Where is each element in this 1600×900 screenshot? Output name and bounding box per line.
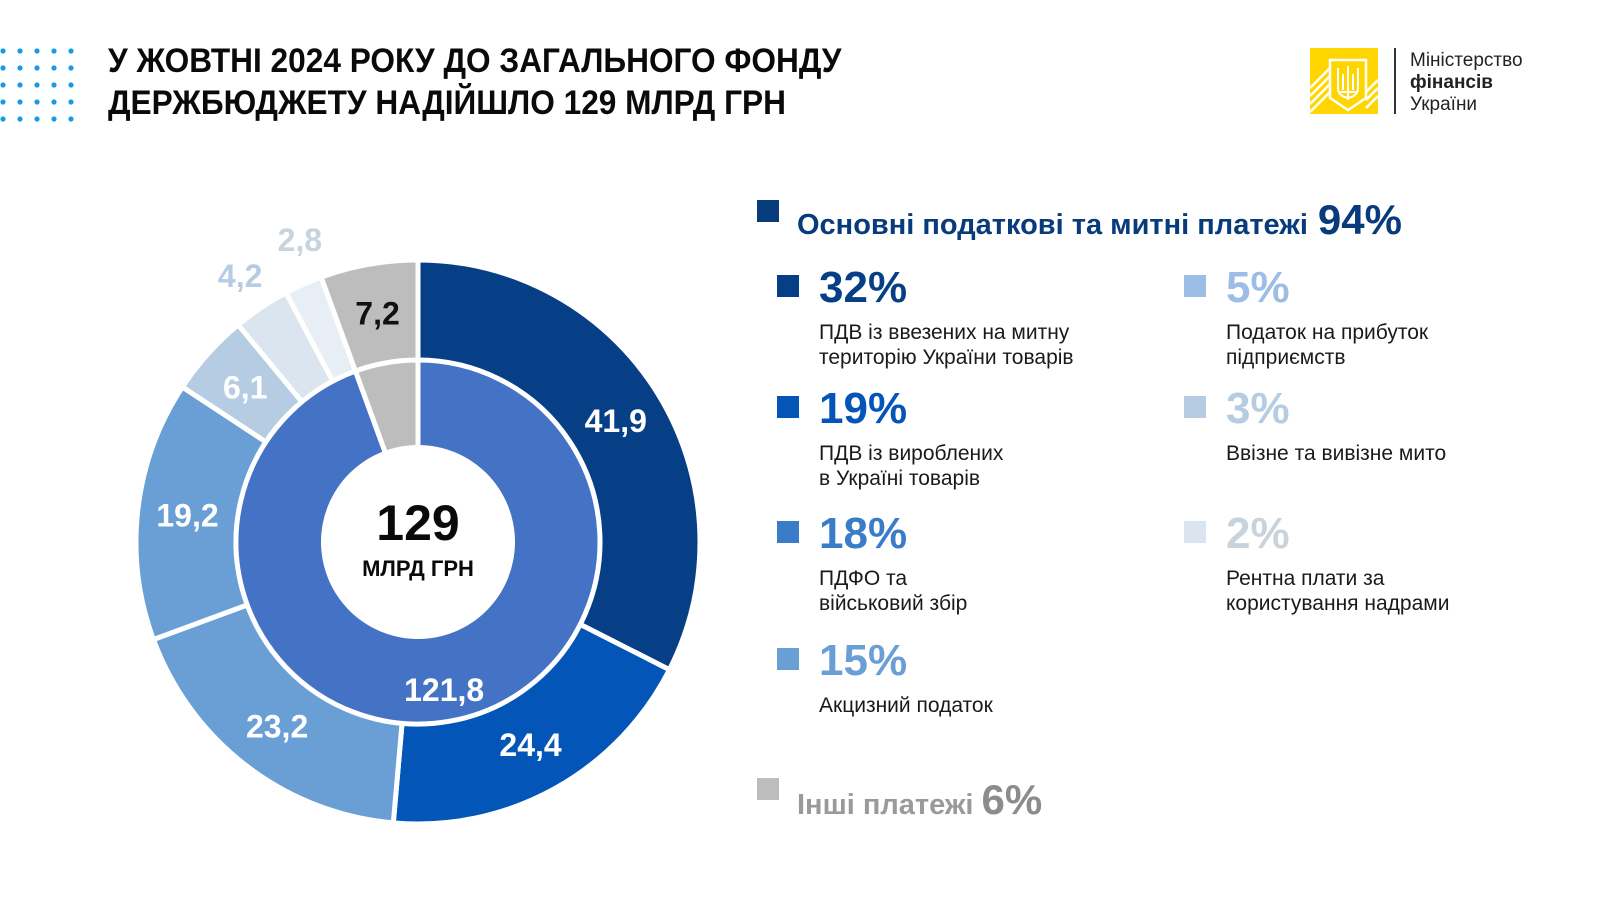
decoration-dot <box>51 99 57 105</box>
legend-desc: ПДВ із ввезених на митну територію Україн… <box>819 320 1074 370</box>
decoration-dot <box>17 82 23 88</box>
decoration-dot <box>34 82 40 88</box>
decoration-dot <box>68 99 74 105</box>
decoration-dot <box>34 116 40 122</box>
legend-desc: Акцизний податок <box>819 693 993 718</box>
decoration-dot <box>51 48 57 54</box>
segment-value-label: 2,8 <box>278 222 322 258</box>
legend-pct: 32% <box>819 263 908 312</box>
legend-pct: 18% <box>819 509 908 558</box>
legend-main-swatch <box>757 200 779 222</box>
legend-swatch <box>777 275 799 297</box>
decoration-dot <box>34 65 40 71</box>
legend-desc-line-1: ПДВ із ввезених на митну <box>819 321 1070 344</box>
legend-desc: ПДФО та військовий збір <box>819 566 967 616</box>
legend-other-pct: 6% <box>981 776 1043 823</box>
decoration-dot <box>17 48 23 54</box>
ministry-line-2: фінансів <box>1410 72 1493 93</box>
decoration-dot <box>68 48 74 54</box>
ministry-line-3: України <box>1410 94 1478 115</box>
legend-desc-line-1: Ввізне та вивізне мито <box>1226 442 1447 465</box>
decoration-dot <box>34 99 40 105</box>
legend-desc-line-2: користування надрами <box>1226 592 1450 615</box>
decoration-dot <box>51 116 57 122</box>
segment-value-label: 41,9 <box>585 403 647 439</box>
logo-divider <box>1394 48 1396 114</box>
legend-main-label: Основні податкові та митні платежі 94% <box>797 196 1402 244</box>
title-line-1: У ЖОВТНІ 2024 РОКУ ДО ЗАГАЛЬНОГО ФОНДУ <box>108 42 842 80</box>
legend-pct: 2% <box>1226 509 1290 558</box>
nested-donut-chart: 129 МЛРД ГРН 41,9 24,4 23,2 19,2 6,1 4,2 2,8 7,… <box>133 222 703 827</box>
trident-emblem-icon <box>1310 48 1378 114</box>
dot-grid-decoration <box>0 48 74 122</box>
legend-desc-line-2: військовий збір <box>819 592 968 615</box>
legend-swatch <box>1184 396 1206 418</box>
legend-main-pct: 94% <box>1317 196 1402 243</box>
segment-value-label: 121,8 <box>404 672 484 708</box>
title-line-2: ДЕРЖБЮДЖЕТУ НАДІЙШЛО 129 МЛРД ГРН <box>108 84 786 122</box>
decoration-dot <box>34 48 40 54</box>
legend-desc-line-1: ПДФО та <box>819 567 908 590</box>
segment-value-label: 19,2 <box>156 498 218 534</box>
center-hole <box>321 445 515 639</box>
ministry-logo: Міністерство фінансів України <box>1310 48 1570 118</box>
legend-desc: Податок на прибуток підприємств <box>1226 320 1428 370</box>
legend-pct: 5% <box>1226 263 1290 312</box>
decoration-dot <box>68 65 74 71</box>
decoration-dot <box>17 116 23 122</box>
decoration-dot <box>68 116 74 122</box>
decoration-dot <box>0 99 6 105</box>
legend-other-label: Інші платежі 6% <box>797 776 1042 824</box>
legend-swatch <box>1184 275 1206 297</box>
legend-main-text: Основні податкові та митні платежі <box>797 209 1308 241</box>
legend-desc-line-1: ПДВ із вироблених <box>819 442 1004 465</box>
legend-desc-line-1: Рентна плати за <box>1226 567 1385 590</box>
legend-swatch <box>777 521 799 543</box>
legend-desc: Ввізне та вивізне мито <box>1226 441 1446 466</box>
legend-desc-line-2: підприємств <box>1226 346 1346 369</box>
page-title: У ЖОВТНІ 2024 РОКУ ДО ЗАГАЛЬНОГО ФОНДУ Д… <box>108 40 841 124</box>
segment-value-label: 4,2 <box>218 258 262 294</box>
decoration-dot <box>17 99 23 105</box>
legend-pct: 15% <box>819 636 908 685</box>
decoration-dot <box>0 65 6 71</box>
decoration-dot <box>0 82 6 88</box>
ministry-name: Міністерство фінансів України <box>1410 50 1523 116</box>
decoration-dot <box>0 48 6 54</box>
decoration-dot <box>51 82 57 88</box>
legend-desc-line-1: Акцизний податок <box>819 694 993 717</box>
legend-other-text: Інші платежі <box>797 789 974 821</box>
decoration-dot <box>51 65 57 71</box>
center-total-value: 129 <box>376 495 459 551</box>
legend-swatch <box>777 648 799 670</box>
legend-pct: 3% <box>1226 384 1290 433</box>
decoration-dot <box>0 116 6 122</box>
legend-desc: Рентна плати за користування надрами <box>1226 566 1449 616</box>
legend-desc: ПДВ із вироблених в Україні товарів <box>819 441 1003 491</box>
legend-desc-line-2: територію України товарів <box>819 346 1074 369</box>
decoration-dot <box>17 65 23 71</box>
segment-value-label: 6,1 <box>223 369 267 405</box>
decoration-dot <box>68 82 74 88</box>
legend-swatch <box>1184 521 1206 543</box>
segment-value-label: 24,4 <box>499 727 561 763</box>
segment-value-label: 23,2 <box>246 708 308 744</box>
legend-pct: 19% <box>819 384 908 433</box>
legend-desc-line-1: Податок на прибуток <box>1226 321 1429 344</box>
ministry-line-1: Міністерство <box>1410 50 1523 71</box>
center-total-unit: МЛРД ГРН <box>362 556 474 581</box>
segment-value-label: 7,2 <box>355 296 399 332</box>
legend-other-swatch <box>757 778 779 800</box>
legend-desc-line-2: в Україні товарів <box>819 467 981 490</box>
legend-swatch <box>777 396 799 418</box>
